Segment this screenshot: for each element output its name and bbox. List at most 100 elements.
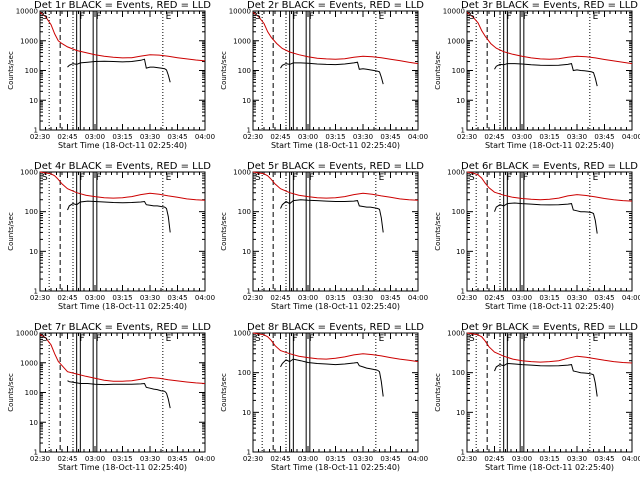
marker-f: F xyxy=(96,334,101,344)
x-tick-label: 04:00 xyxy=(622,455,640,463)
marker-e: E xyxy=(593,12,599,22)
y-axis-label: Counts/sec xyxy=(220,51,228,90)
x-tick-label: 03:45 xyxy=(167,133,187,141)
x-axis-label: Start Time (18-Oct-11 02:25:40) xyxy=(271,463,400,472)
x-tick-label: 03:45 xyxy=(594,455,614,463)
series-events xyxy=(67,380,171,409)
x-axis-label: Start Time (18-Oct-11 02:25:40) xyxy=(271,141,400,150)
x-tick-label: 03:30 xyxy=(567,455,587,463)
plot-frame xyxy=(466,332,633,453)
x-tick-label: 02:30 xyxy=(243,133,263,141)
marker-f: F xyxy=(309,334,314,344)
y-tick-label: 1000 xyxy=(20,359,38,367)
marker-f: F xyxy=(293,173,298,183)
y-tick-label: 1 xyxy=(461,449,465,457)
marker-f: F xyxy=(507,173,512,183)
y-axis-label: Counts/sec xyxy=(434,51,442,90)
y-axis-label: Counts/sec xyxy=(7,51,15,90)
x-tick-label: 03:15 xyxy=(539,455,559,463)
marker-e: E xyxy=(166,334,172,344)
x-tick-label: 04:00 xyxy=(622,133,640,141)
panel-title: Det 4r BLACK = Events, RED = LLD xyxy=(34,161,211,172)
y-tick-label: 10000 xyxy=(443,8,465,16)
x-tick-label: 04:00 xyxy=(195,133,215,141)
y-tick-label: 1 xyxy=(461,127,465,135)
y-tick-label: 10 xyxy=(456,409,465,417)
series-events xyxy=(494,63,598,87)
marker-f: F xyxy=(80,334,85,344)
x-tick-label: 02:45 xyxy=(57,294,77,302)
marker-s: S xyxy=(42,173,48,183)
y-tick-label: 1 xyxy=(461,288,465,296)
x-tick-label: 03:00 xyxy=(298,455,318,463)
x-tick-label: 03:30 xyxy=(353,294,373,302)
series-events xyxy=(494,362,598,397)
x-tick-label: 02:30 xyxy=(243,294,263,302)
series-lld xyxy=(39,12,206,62)
series-events xyxy=(67,200,171,233)
marker-f: F xyxy=(293,12,298,22)
series-lld xyxy=(39,171,206,201)
series-events xyxy=(280,61,384,85)
panel-title: Det 2r BLACK = Events, RED = LLD xyxy=(247,0,424,11)
marker-f: F xyxy=(507,334,512,344)
y-tick-label: 100 xyxy=(25,208,38,216)
series-lld xyxy=(39,333,206,384)
detector-panel-5: Det 5r BLACK = Events, RED = LLD 1 10 100 10… xyxy=(220,161,428,311)
y-tick-label: 10 xyxy=(242,97,251,105)
y-tick-label: 1000 xyxy=(233,37,251,45)
marker-f: F xyxy=(80,173,85,183)
marker-s: S xyxy=(469,12,475,22)
x-tick-label: 03:15 xyxy=(112,294,132,302)
panel-title: Det 9r BLACK = Events, RED = LLD xyxy=(461,322,638,333)
y-tick-label: 100 xyxy=(238,208,251,216)
marker-s: S xyxy=(255,334,261,344)
y-tick-label: 10 xyxy=(29,248,38,256)
detector-panel-1: Det 1r BLACK = Events, RED = LLD 1 10 100 10… xyxy=(7,0,215,150)
detector-panel-6: Det 6r BLACK = Events, RED = LLD 1 10 100 10… xyxy=(434,161,640,311)
x-tick-label: 03:45 xyxy=(594,294,614,302)
x-tick-label: 02:45 xyxy=(270,294,290,302)
x-axis-label: Start Time (18-Oct-11 02:25:40) xyxy=(485,302,614,311)
panel-title: Det 6r BLACK = Events, RED = LLD xyxy=(461,161,638,172)
detector-panel-2: Det 2r BLACK = Events, RED = LLD 1 10 100 10… xyxy=(220,0,428,150)
detector-panel-9: Det 9r BLACK = Events, RED = LLD 1 10 100 10… xyxy=(434,322,640,472)
x-tick-label: 04:00 xyxy=(195,455,215,463)
x-tick-label: 04:00 xyxy=(195,294,215,302)
x-tick-label: 04:00 xyxy=(408,294,428,302)
x-axis-label: Start Time (18-Oct-11 02:25:40) xyxy=(58,463,187,472)
y-axis-label: Counts/sec xyxy=(220,373,228,412)
x-tick-label: 03:45 xyxy=(594,133,614,141)
marker-f: F xyxy=(507,12,512,22)
x-tick-label: 03:15 xyxy=(325,455,345,463)
x-tick-label: 02:45 xyxy=(484,294,504,302)
marker-e: E xyxy=(593,173,599,183)
y-tick-label: 1 xyxy=(247,127,251,135)
y-tick-label: 10 xyxy=(29,97,38,105)
x-tick-label: 03:30 xyxy=(140,133,160,141)
marker-s: S xyxy=(42,334,48,344)
y-tick-label: 10000 xyxy=(229,8,251,16)
plot-frame xyxy=(39,10,206,131)
x-tick-label: 03:15 xyxy=(325,133,345,141)
x-tick-label: 02:30 xyxy=(457,133,477,141)
y-tick-label: 10 xyxy=(456,248,465,256)
panel-title: Det 8r BLACK = Events, RED = LLD xyxy=(247,322,424,333)
y-tick-label: 10000 xyxy=(16,330,38,338)
y-tick-label: 1000 xyxy=(447,37,465,45)
series-lld xyxy=(466,332,633,364)
y-tick-label: 1000 xyxy=(233,330,251,338)
x-tick-label: 04:00 xyxy=(408,133,428,141)
series-lld xyxy=(466,12,633,65)
marker-f: F xyxy=(293,334,298,344)
y-axis-label: Counts/sec xyxy=(434,212,442,251)
x-axis-label: Start Time (18-Oct-11 02:25:40) xyxy=(58,141,187,150)
y-tick-label: 1000 xyxy=(447,169,465,177)
y-tick-label: 100 xyxy=(238,67,251,75)
y-tick-label: 1 xyxy=(247,288,251,296)
x-tick-label: 03:00 xyxy=(512,133,532,141)
x-tick-label: 03:30 xyxy=(140,294,160,302)
x-tick-label: 04:00 xyxy=(622,294,640,302)
x-axis-label: Start Time (18-Oct-11 02:25:40) xyxy=(58,302,187,311)
